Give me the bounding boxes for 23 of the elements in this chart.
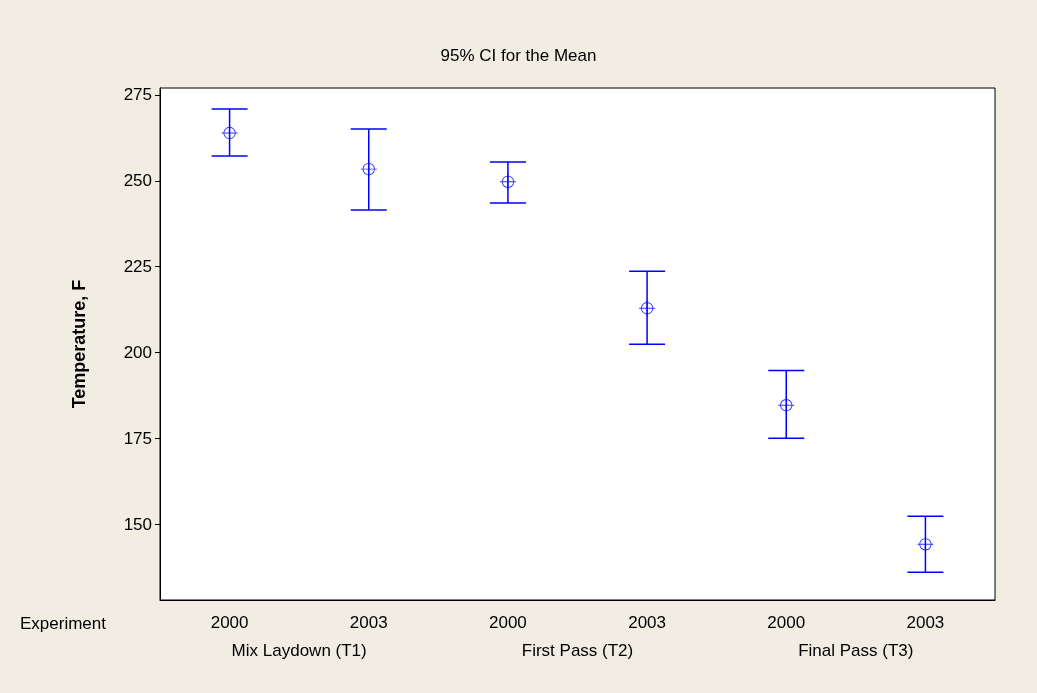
x-tick-label: 2003 bbox=[906, 613, 945, 632]
y-tick-label: 200 bbox=[123, 343, 152, 363]
y-axis-title: Temperature, F bbox=[69, 279, 89, 409]
text: Mix Laydown (T1) bbox=[231, 641, 367, 660]
x-tick-label: 2000 bbox=[489, 613, 527, 632]
point bbox=[360, 161, 377, 178]
point bbox=[778, 397, 795, 414]
y-tick-label: 175 bbox=[123, 429, 152, 448]
y-tick-label: 275 bbox=[123, 85, 152, 105]
point bbox=[917, 536, 934, 553]
y-tick-label: 150 bbox=[123, 514, 152, 534]
x-tick-label: 2000 bbox=[210, 613, 249, 632]
text: Final Pass (T3) bbox=[798, 641, 914, 660]
x-tick-label: 2000 bbox=[767, 613, 806, 632]
chart-title: 95% CI for the Mean bbox=[440, 46, 597, 65]
x-tick-label: 2003 bbox=[349, 613, 388, 632]
point bbox=[499, 173, 516, 190]
y-tick-label: 250 bbox=[123, 171, 152, 191]
point bbox=[639, 300, 656, 317]
text: First Pass (T2) bbox=[521, 641, 634, 660]
y-tick-label: 225 bbox=[123, 257, 152, 277]
x-tick-label: 2003 bbox=[628, 613, 666, 632]
x-axis-title: Experiment bbox=[20, 614, 107, 633]
